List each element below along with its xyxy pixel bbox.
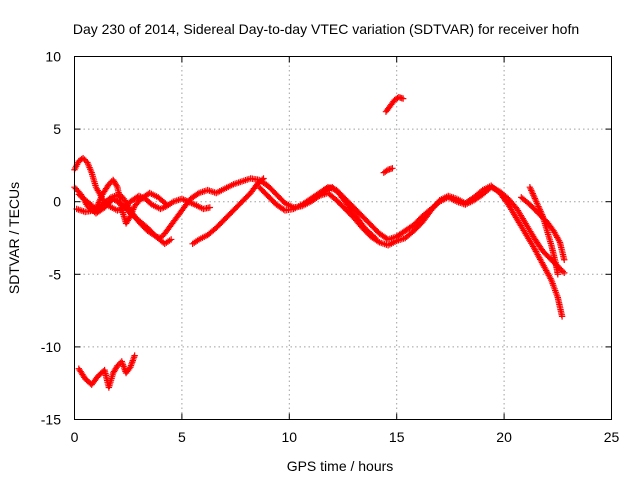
series-trace-12 [75,352,138,391]
y-axis-label: SDTVAR / TECUs [6,182,22,294]
x-axis-label: GPS time / hours [287,458,394,474]
tick-labels: 0 5 10 15 20 25 -15 -10 -5 0 5 10 [41,49,620,446]
data-point [158,233,166,240]
data-point [163,201,171,208]
data-point [113,182,120,189]
x-tick-label: 5 [178,429,186,445]
series-trace-5 [189,175,267,248]
data-point [561,269,568,277]
series-trace-3 [75,176,171,227]
data-point [206,204,214,211]
x-tick-label: 25 [604,429,620,445]
data-point [259,176,266,183]
x-tick-label: 10 [282,429,298,445]
data-point [370,233,378,240]
data-point [260,175,267,182]
data-point [372,234,379,242]
data-point [399,95,407,102]
plot-area [71,93,568,391]
series-trace-10 [380,165,396,176]
plot-frame [74,56,612,420]
data-point [114,362,121,369]
data-point [116,191,123,198]
y-tick-label: -15 [41,412,61,428]
series-trace-7 [320,183,379,242]
x-tick-label: 15 [389,429,405,445]
series-trace-8 [518,194,568,263]
data-point [117,192,125,200]
data-point [79,154,87,162]
y-tick-label: 10 [45,49,61,65]
data-point [389,165,396,172]
data-point [558,313,566,320]
y-tick-label: -5 [49,266,62,282]
data-point [151,232,158,239]
data-point [162,200,169,207]
data-point [559,268,567,275]
data-point [105,181,113,188]
data-point [131,352,138,359]
data-point [81,156,88,163]
chart-title: Day 230 of 2014, Sidereal Day-to-day VTE… [73,21,579,37]
data-point [558,266,565,274]
x-tick-label: 20 [496,429,512,445]
y-tick-label: -10 [41,339,61,355]
series-trace-6 [256,183,568,277]
y-tick-label: 0 [53,194,61,210]
data-point [561,256,568,263]
data-point [554,271,561,278]
data-point [383,167,390,174]
data-point [157,234,164,242]
x-tick-label: 0 [71,429,79,445]
series-trace-9 [526,183,561,278]
data-point [167,236,175,243]
series-trace-11 [382,93,407,115]
y-tick-label: 5 [53,121,61,137]
